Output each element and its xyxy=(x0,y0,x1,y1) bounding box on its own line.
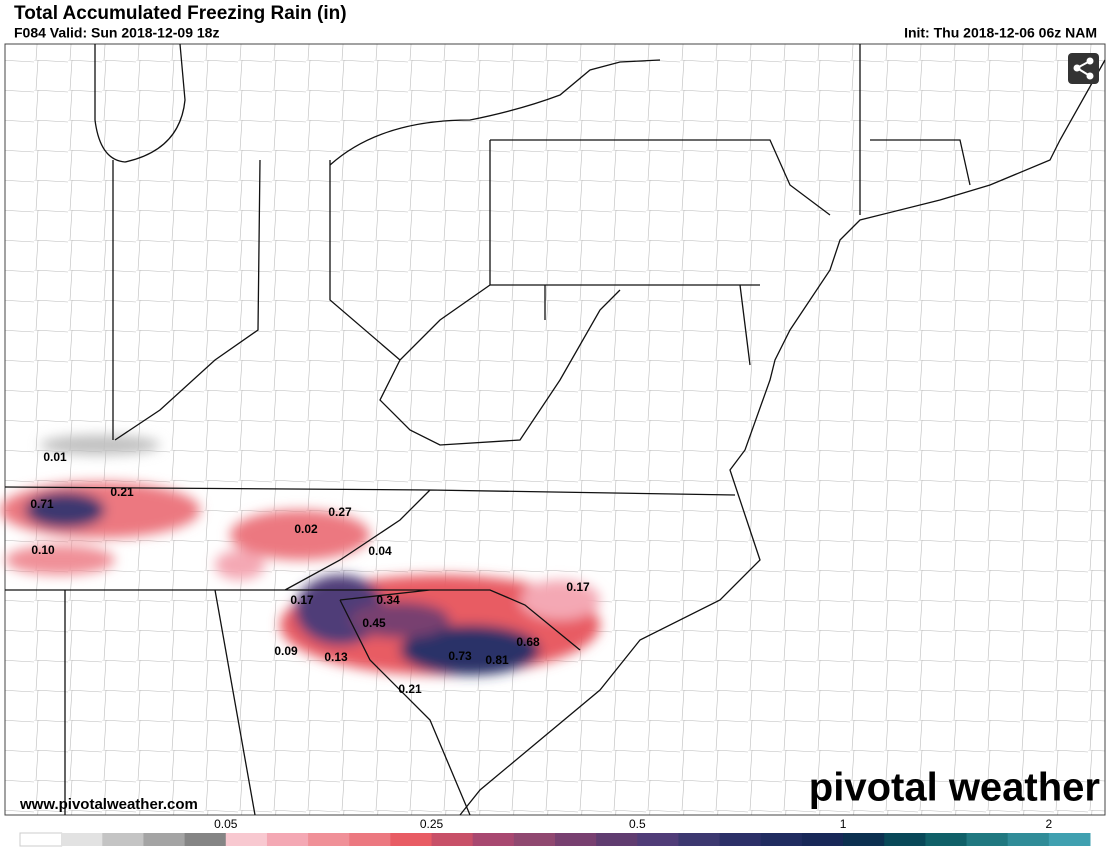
point-label: 0.71 xyxy=(30,497,54,511)
point-label: 0.34 xyxy=(376,593,400,607)
colorbar-tick-label: 0.5 xyxy=(629,817,646,831)
colorbar-swatch xyxy=(925,833,968,846)
colorbar-swatch xyxy=(61,833,103,846)
brand-logo: pivotal weather xyxy=(809,766,1100,810)
point-label: 0.17 xyxy=(566,580,590,594)
point-label: 0.13 xyxy=(324,650,348,664)
colorbar-swatch xyxy=(184,833,227,846)
share-button[interactable] xyxy=(1068,53,1099,84)
point-label: 0.21 xyxy=(110,485,134,499)
colorbar-swatch xyxy=(349,833,391,846)
point-label: 0.81 xyxy=(485,653,509,667)
colorbar-swatch xyxy=(472,833,515,846)
colorbar-swatch xyxy=(266,833,309,846)
colorbar-swatch xyxy=(513,833,556,846)
point-label: 0.21 xyxy=(398,682,422,696)
colorbar-swatch xyxy=(884,833,926,846)
colorbar-swatch xyxy=(225,833,268,846)
colorbar-swatch xyxy=(801,833,844,846)
colorbar-swatch xyxy=(308,833,350,846)
colorbar-swatch xyxy=(678,833,721,846)
boundaries xyxy=(4,43,1106,816)
colorbar-swatch xyxy=(1007,833,1050,846)
colorbar-swatch xyxy=(555,833,597,846)
valid-time: F084 Valid: Sun 2018-12-09 18z xyxy=(14,25,219,41)
title: Total Accumulated Freezing Rain (in) xyxy=(14,3,347,24)
colorbar-swatch xyxy=(431,833,474,846)
colorbar-swatch xyxy=(102,833,144,846)
point-label: 0.68 xyxy=(516,635,540,649)
website: www.pivotalweather.com xyxy=(19,796,198,813)
colorbar-swatch xyxy=(143,833,186,846)
colorbar-swatch xyxy=(19,832,63,847)
colorbar-swatch xyxy=(760,833,803,846)
colorbar-tick-label: 1 xyxy=(840,817,847,831)
point-label: 0.17 xyxy=(290,593,314,607)
point-label: 0.02 xyxy=(294,522,318,536)
colorbar-swatch xyxy=(719,833,762,846)
point-label: 0.04 xyxy=(368,544,392,558)
point-label: 0.45 xyxy=(362,616,386,630)
colorbar-swatch xyxy=(390,833,433,846)
point-label: 0.09 xyxy=(274,644,298,658)
map-frame xyxy=(4,43,1106,816)
colorbar-swatch xyxy=(1048,833,1091,846)
colorbar-tick-label: 0.25 xyxy=(420,817,444,831)
point-label: 0.73 xyxy=(448,649,472,663)
point-label: 0.27 xyxy=(328,505,352,519)
colorbar: 0.05 0.25 0.5 1 2 xyxy=(19,817,1091,847)
point-labels: 0.01 0.71 0.21 0.10 0.27 0.02 0.04 0.17 0.17 0.34… xyxy=(30,450,590,696)
colorbar-tick-label: 0.05 xyxy=(214,817,238,831)
colorbar-swatch xyxy=(843,833,885,846)
freezing-rain-shading xyxy=(0,435,600,675)
point-label: 0.01 xyxy=(43,450,67,464)
colorbar-swatch xyxy=(596,833,638,846)
init-time: Init: Thu 2018-12-06 06z NAM xyxy=(904,25,1097,41)
colorbar-swatch xyxy=(966,833,1009,846)
colorbar-swatch xyxy=(637,833,679,846)
colorbar-tick-label: 2 xyxy=(1046,817,1053,831)
point-label: 0.10 xyxy=(31,543,55,557)
